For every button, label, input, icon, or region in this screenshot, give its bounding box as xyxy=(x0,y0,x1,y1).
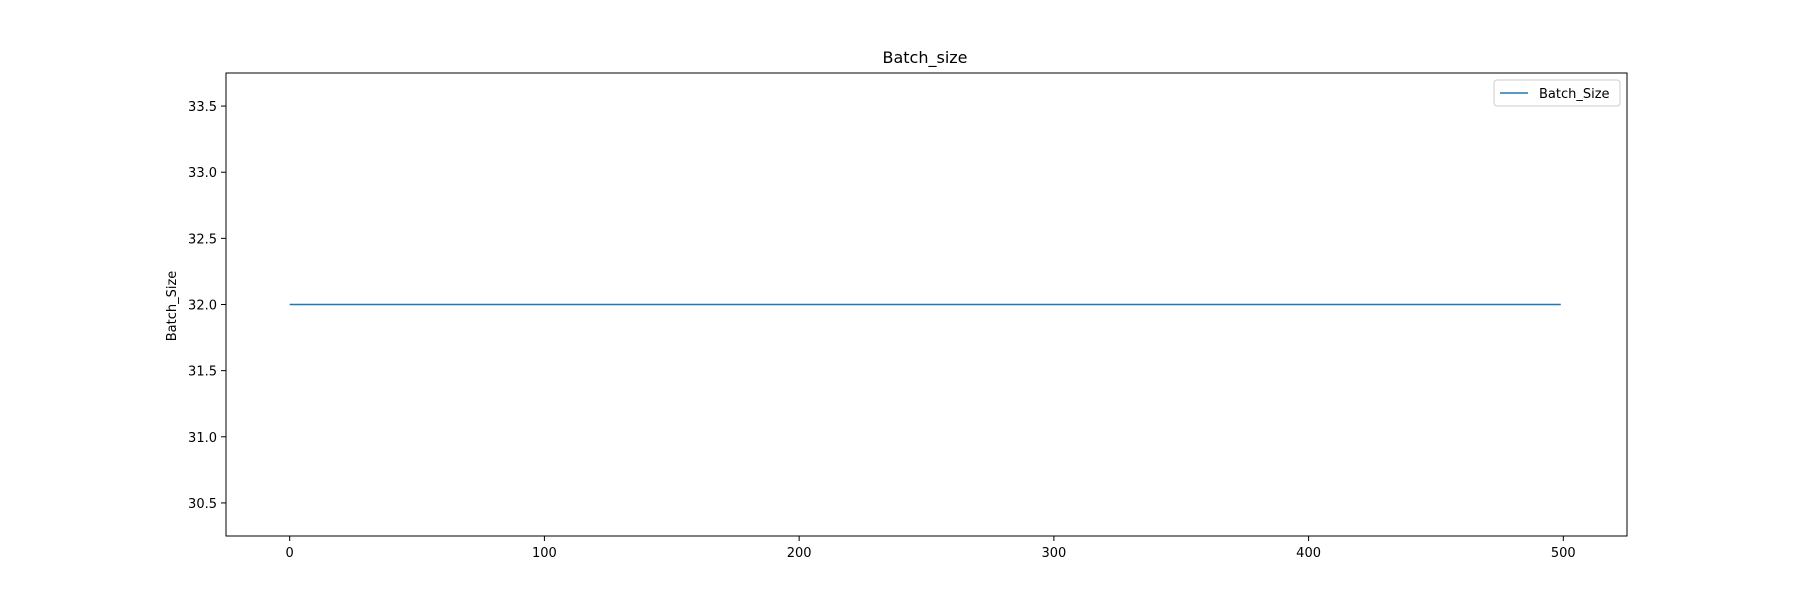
legend: Batch_Size xyxy=(1493,79,1621,107)
y-tick-label: 30.5 xyxy=(188,497,217,512)
x-axis: 0 100 200 300 400 500 xyxy=(286,536,1576,561)
y-tick-label: 32.5 xyxy=(188,232,217,247)
y-tick-label: 32.0 xyxy=(188,299,217,314)
legend-label: Batch_Size xyxy=(1539,87,1610,102)
y-tick-label: 31.0 xyxy=(188,431,217,446)
y-axis: 30.5 31.0 31.5 32.0 32.5 33.0 33.5 xyxy=(188,100,226,512)
y-tick-label: 33.5 xyxy=(188,100,217,115)
x-tick-label: 300 xyxy=(1041,546,1066,561)
x-tick-label: 400 xyxy=(1296,546,1321,561)
chart-title: Batch_size xyxy=(882,48,967,68)
y-axis-label: Batch_Size xyxy=(165,271,180,342)
legend-box xyxy=(1493,79,1621,107)
y-tick-label: 31.5 xyxy=(188,365,217,380)
x-tick-label: 500 xyxy=(1551,546,1576,561)
y-tick-label: 33.0 xyxy=(188,166,217,181)
x-tick-label: 0 xyxy=(286,546,294,561)
x-tick-label: 200 xyxy=(787,546,812,561)
x-tick-label: 100 xyxy=(532,546,557,561)
